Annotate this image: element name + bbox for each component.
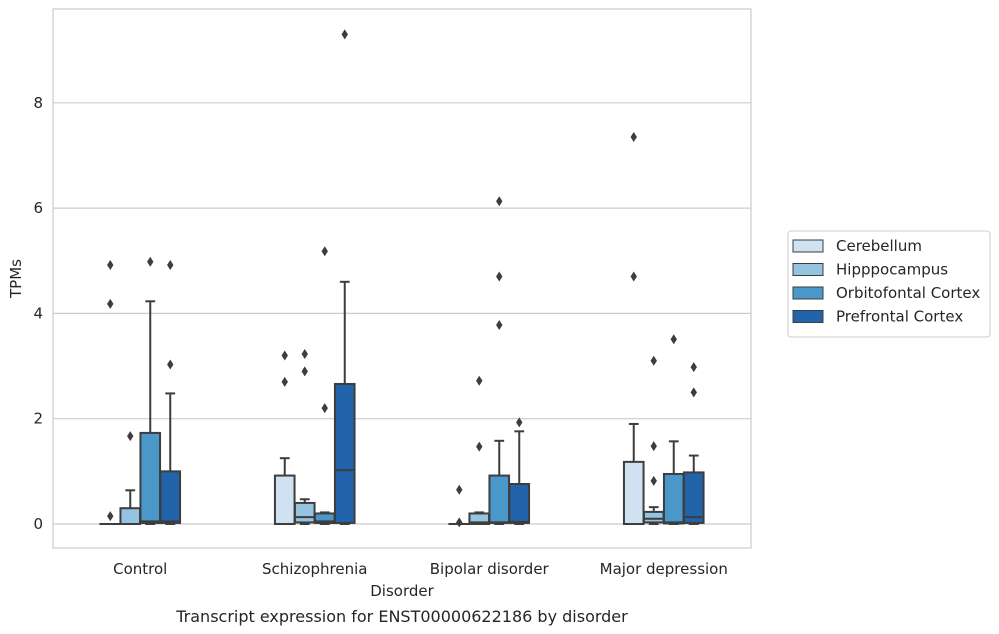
outlier-point [341,29,348,40]
outlier-point [167,259,174,270]
outlier-point [147,256,154,267]
box-cerebellum [273,350,296,526]
y-tick-label: 6 [33,199,43,217]
box-body [508,482,531,524]
box-hipppocampus [468,375,491,525]
x-tick-label: Control [113,560,167,578]
chart-caption: Transcript expression for ENST0000062218… [175,607,628,626]
outlier-point [650,355,657,366]
outlier-point [301,366,308,377]
box-prefrontal-cortex [508,417,531,525]
outlier-point [321,246,328,257]
outlier-point [516,417,523,428]
outlier-point [107,511,114,522]
outlier-point [690,362,697,373]
legend-label: Cerebellum [836,237,922,255]
outlier-point [456,517,463,528]
box-cerebellum [99,259,122,526]
outlier-point [650,475,657,486]
box-hipppocampus [642,355,665,525]
outlier-point [496,319,503,330]
outlier-point [107,298,114,309]
y-axis-label: TPMs [7,259,25,299]
outlier-point [496,196,503,207]
box-body [642,510,665,524]
box-cerebellum [448,484,471,528]
outlier-point [670,334,677,345]
legend-label: Orbitofontal Cortex [836,284,980,302]
box-hipppocampus [293,348,316,525]
x-tick-label: Bipolar disorder [430,560,550,578]
y-tick-label: 0 [33,515,43,533]
box-groups [99,29,705,528]
outlier-point [630,132,637,143]
legend-swatch [792,263,824,276]
y-tick-label: 2 [33,410,43,428]
outlier-point [301,348,308,359]
box-body [488,474,511,524]
y-tick-label: 8 [33,94,43,112]
box-body [159,470,182,524]
legend-label: Prefrontal Cortex [836,308,963,326]
box-body [119,507,142,525]
outlier-point [281,376,288,387]
outlier-point [281,350,288,361]
x-axis-label: Disorder [370,582,434,600]
legend-swatch [792,239,824,253]
box-body [293,501,316,524]
box-orbitofontal-cortex [488,196,511,525]
x-tick-label: Schizophrenia [262,560,367,578]
box-body [682,471,705,524]
box-body [333,382,356,524]
box-body [662,472,685,525]
outlier-point [456,484,463,495]
box-body [139,431,162,524]
outlier-point [167,359,174,370]
outlier-point [127,431,134,442]
box-body [273,474,296,526]
box-orbitofontal-cortex [313,246,336,525]
x-tick-label: Major depression [600,560,728,578]
outlier-point [630,271,637,282]
legend-swatch [792,310,824,323]
outlier-point [321,403,328,414]
y-tick-labels: 0 2 4 6 8 [33,94,43,533]
x-tick-labels: Control Schizophrenia Bipolar disorder Majo… [113,560,728,578]
legend: Cerebellum Hipppocampus Orbitofontal Corte… [787,230,991,338]
y-tick-label: 4 [33,304,43,322]
box-prefrontal-cortex [333,29,356,525]
outlier-point [476,375,483,386]
outlier-point [650,441,657,452]
outlier-point [690,387,697,398]
legend-frame [787,230,991,338]
box-prefrontal-cortex [159,259,182,525]
box-body [622,460,645,525]
legend-label: Hipppocampus [836,261,948,279]
outlier-point [496,271,503,282]
outlier-point [476,441,483,452]
outlier-point [107,259,114,270]
legend-swatch [792,286,824,300]
box-orbitofontal-cortex [662,334,685,525]
box-hipppocampus [119,431,142,525]
box-prefrontal-cortex [682,362,705,525]
box-cerebellum [622,132,645,525]
plot-frame [52,8,752,549]
